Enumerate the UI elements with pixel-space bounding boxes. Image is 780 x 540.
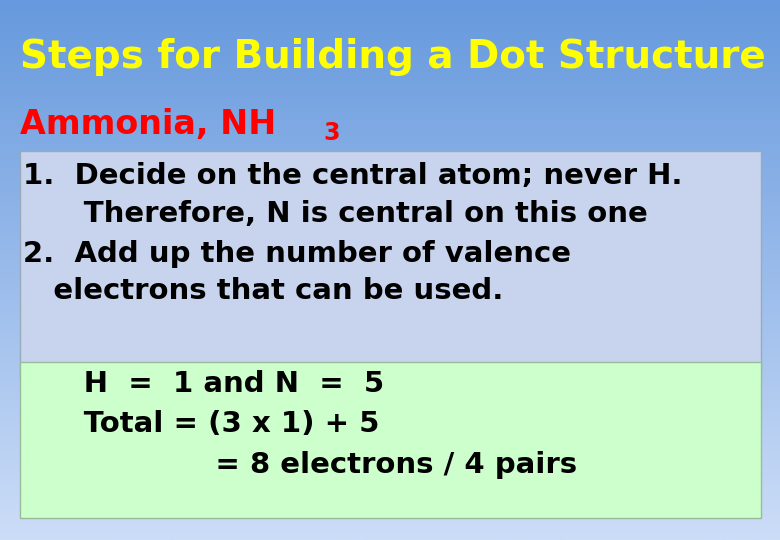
Text: 1.  Decide on the central atom; never H.: 1. Decide on the central atom; never H.	[23, 162, 683, 190]
Text: H  =  1 and N  =  5: H = 1 and N = 5	[23, 370, 385, 398]
Text: Therefore, N is central on this one: Therefore, N is central on this one	[23, 200, 648, 228]
Text: 3: 3	[324, 122, 340, 145]
Text: Ammonia, NH: Ammonia, NH	[20, 108, 276, 141]
FancyBboxPatch shape	[20, 151, 760, 378]
Text: = 8 electrons / 4 pairs: = 8 electrons / 4 pairs	[23, 451, 577, 479]
Text: electrons that can be used.: electrons that can be used.	[23, 277, 504, 305]
FancyBboxPatch shape	[20, 362, 760, 518]
Text: Steps for Building a Dot Structure: Steps for Building a Dot Structure	[20, 38, 765, 76]
Text: 2.  Add up the number of valence: 2. Add up the number of valence	[23, 240, 572, 268]
Text: Total = (3 x 1) + 5: Total = (3 x 1) + 5	[23, 410, 380, 438]
